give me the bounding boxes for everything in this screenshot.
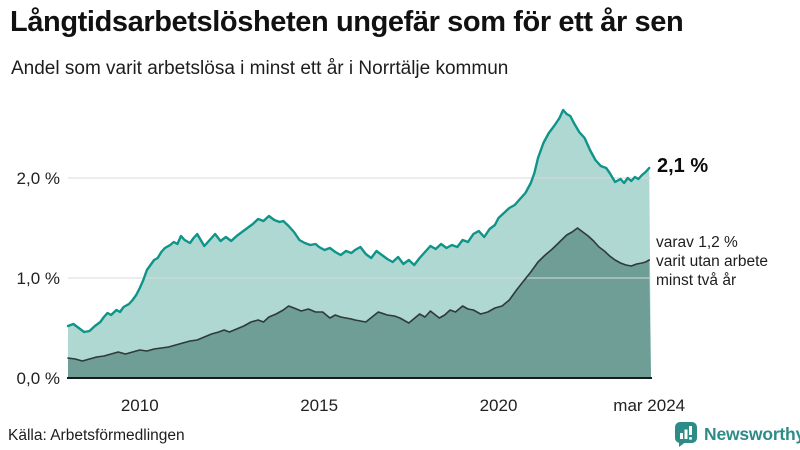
latest-value-label: 2,1 % (657, 155, 709, 177)
x-axis-tick-label: 2020 (480, 396, 518, 415)
chart-subtitle: Andel som varit arbetslösa i minst ett å… (11, 58, 509, 79)
series-line (67, 227, 650, 362)
newsworthy-brand-text: Newsworthy (704, 423, 800, 444)
y-axis-tick-label: 1,0 % (17, 269, 60, 288)
y-axis-tick-label: 2,0 % (17, 169, 60, 188)
newsworthy-logo-icon (674, 421, 698, 447)
newsworthy-brand-link[interactable]: Newsworthy (674, 421, 800, 447)
two-year-annotation: varav 1,2 % varit utan arbete minst två … (656, 234, 769, 289)
area-fill (68, 228, 651, 378)
y-axis-tick-label: 0,0 % (17, 369, 60, 388)
series-line (66, 108, 651, 334)
source-attribution: Källa: Arbetsförmedlingen (8, 427, 185, 444)
x-axis-tick-label: mar 2024 (613, 396, 685, 415)
x-axis-tick-label: 2010 (121, 396, 159, 415)
x-axis-tick-label: 2015 (300, 396, 338, 415)
page-title: Långtidsarbetslösheten ungefär som för e… (10, 6, 684, 38)
